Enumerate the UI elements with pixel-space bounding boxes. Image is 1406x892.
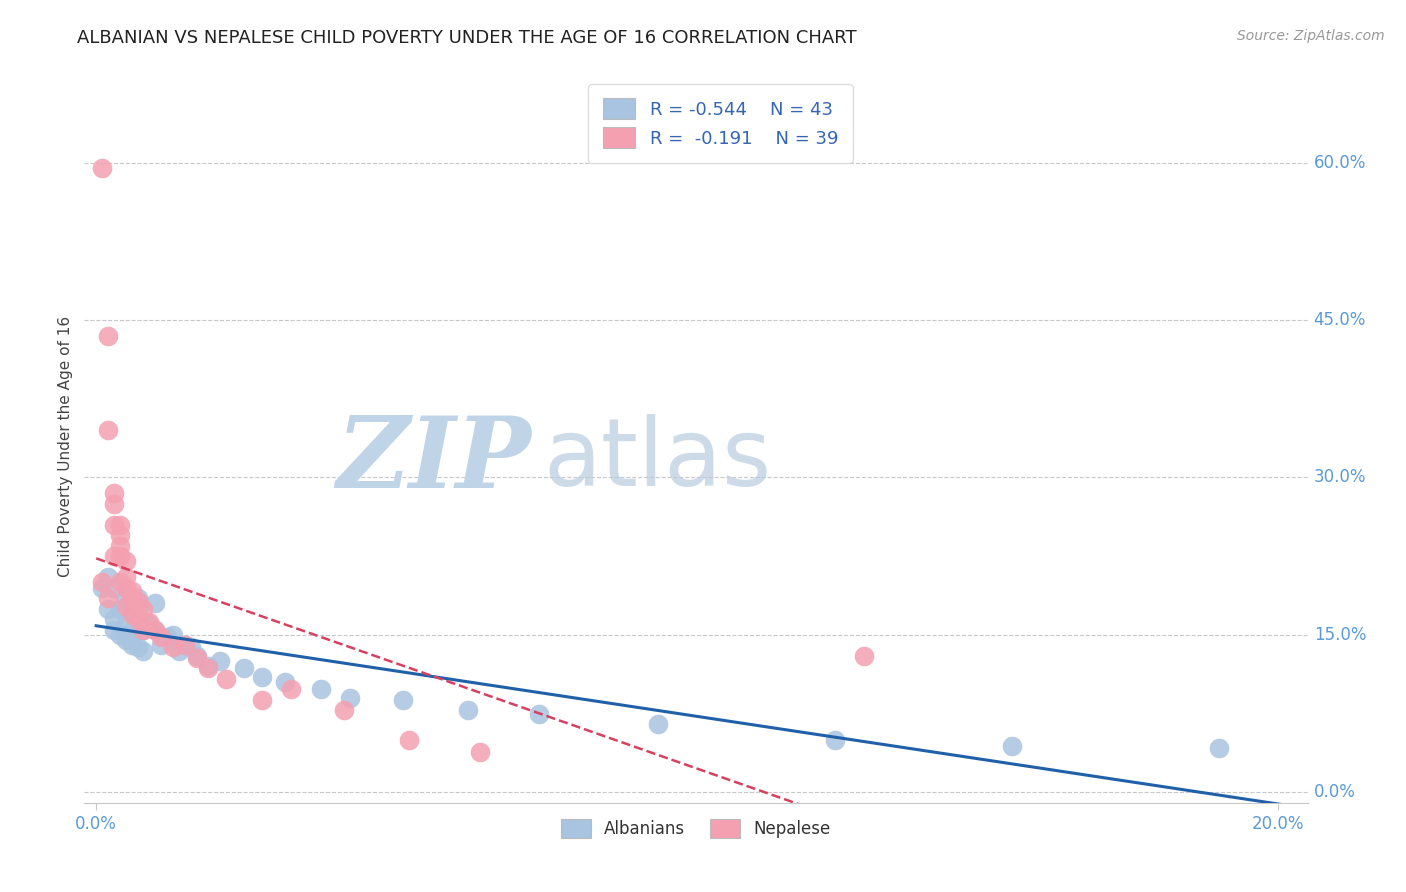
Point bbox=[392, 693, 415, 707]
Legend: Albanians, Nepalese: Albanians, Nepalese bbox=[551, 809, 841, 848]
Point bbox=[197, 659, 219, 673]
Point bbox=[121, 639, 143, 653]
Point bbox=[108, 628, 131, 642]
Text: 60.0%: 60.0% bbox=[1313, 153, 1367, 171]
Point bbox=[197, 661, 219, 675]
Text: Source: ZipAtlas.com: Source: ZipAtlas.com bbox=[1237, 29, 1385, 43]
Point bbox=[143, 596, 166, 610]
Point bbox=[333, 703, 356, 717]
Point bbox=[121, 607, 143, 621]
Point bbox=[108, 549, 131, 564]
Point bbox=[97, 328, 120, 343]
Point bbox=[209, 654, 232, 668]
Point bbox=[114, 554, 136, 568]
Point bbox=[97, 423, 120, 437]
Point bbox=[180, 640, 202, 655]
Point bbox=[186, 648, 208, 663]
Point bbox=[470, 746, 492, 760]
Point bbox=[114, 617, 136, 632]
Point bbox=[150, 630, 173, 644]
Text: ALBANIAN VS NEPALESE CHILD POVERTY UNDER THE AGE OF 16 CORRELATION CHART: ALBANIAN VS NEPALESE CHILD POVERTY UNDER… bbox=[77, 29, 856, 46]
Point bbox=[108, 528, 131, 542]
Point bbox=[647, 717, 669, 731]
Point bbox=[143, 623, 166, 637]
Text: ZIP: ZIP bbox=[336, 412, 531, 508]
Point bbox=[1001, 739, 1024, 753]
Point bbox=[121, 623, 143, 637]
Point bbox=[150, 639, 173, 653]
Point bbox=[162, 628, 184, 642]
Point bbox=[121, 591, 143, 606]
Point bbox=[127, 591, 149, 606]
Text: 45.0%: 45.0% bbox=[1313, 311, 1367, 329]
Point bbox=[103, 497, 125, 511]
Point bbox=[339, 690, 361, 705]
Point bbox=[103, 549, 125, 564]
Point bbox=[127, 601, 149, 615]
Point bbox=[398, 732, 420, 747]
Point bbox=[167, 643, 190, 657]
Point bbox=[529, 706, 551, 721]
Point bbox=[114, 581, 136, 595]
Point bbox=[138, 617, 160, 632]
Point bbox=[853, 648, 876, 663]
Point bbox=[127, 612, 149, 626]
Point bbox=[162, 640, 184, 655]
Point bbox=[103, 581, 125, 595]
Point bbox=[138, 615, 160, 630]
Point bbox=[824, 732, 846, 747]
Point bbox=[108, 539, 131, 553]
Point bbox=[114, 570, 136, 584]
Point bbox=[232, 661, 254, 675]
Point bbox=[103, 612, 125, 626]
Point bbox=[274, 675, 297, 690]
Point bbox=[173, 639, 195, 653]
Point bbox=[114, 633, 136, 648]
Point bbox=[91, 581, 114, 595]
Point bbox=[97, 570, 120, 584]
Point bbox=[108, 517, 131, 532]
Point bbox=[91, 575, 114, 590]
Point bbox=[132, 623, 155, 637]
Point bbox=[97, 601, 120, 615]
Point bbox=[1208, 741, 1230, 756]
Point bbox=[132, 601, 155, 615]
Y-axis label: Child Poverty Under the Age of 16: Child Poverty Under the Age of 16 bbox=[58, 316, 73, 576]
Point bbox=[97, 591, 120, 606]
Point bbox=[457, 703, 479, 717]
Text: 15.0%: 15.0% bbox=[1313, 626, 1367, 644]
Point bbox=[215, 672, 238, 686]
Point bbox=[121, 628, 143, 642]
Point bbox=[127, 640, 149, 655]
Point bbox=[186, 651, 208, 665]
Point bbox=[91, 161, 114, 175]
Point bbox=[103, 623, 125, 637]
Point bbox=[108, 601, 131, 615]
Point bbox=[132, 623, 155, 637]
Point bbox=[127, 594, 149, 608]
Point bbox=[250, 693, 273, 707]
Text: atlas: atlas bbox=[543, 414, 772, 507]
Point bbox=[250, 670, 273, 684]
Point bbox=[309, 682, 332, 697]
Point bbox=[173, 639, 195, 653]
Point bbox=[121, 583, 143, 598]
Text: 0.0%: 0.0% bbox=[1313, 783, 1355, 801]
Point bbox=[108, 575, 131, 590]
Point bbox=[114, 591, 136, 606]
Text: 30.0%: 30.0% bbox=[1313, 468, 1367, 486]
Point bbox=[280, 682, 302, 697]
Point bbox=[103, 517, 125, 532]
Point bbox=[143, 623, 166, 637]
Point bbox=[103, 486, 125, 500]
Point bbox=[114, 599, 136, 613]
Point bbox=[132, 643, 155, 657]
Point bbox=[156, 630, 179, 644]
